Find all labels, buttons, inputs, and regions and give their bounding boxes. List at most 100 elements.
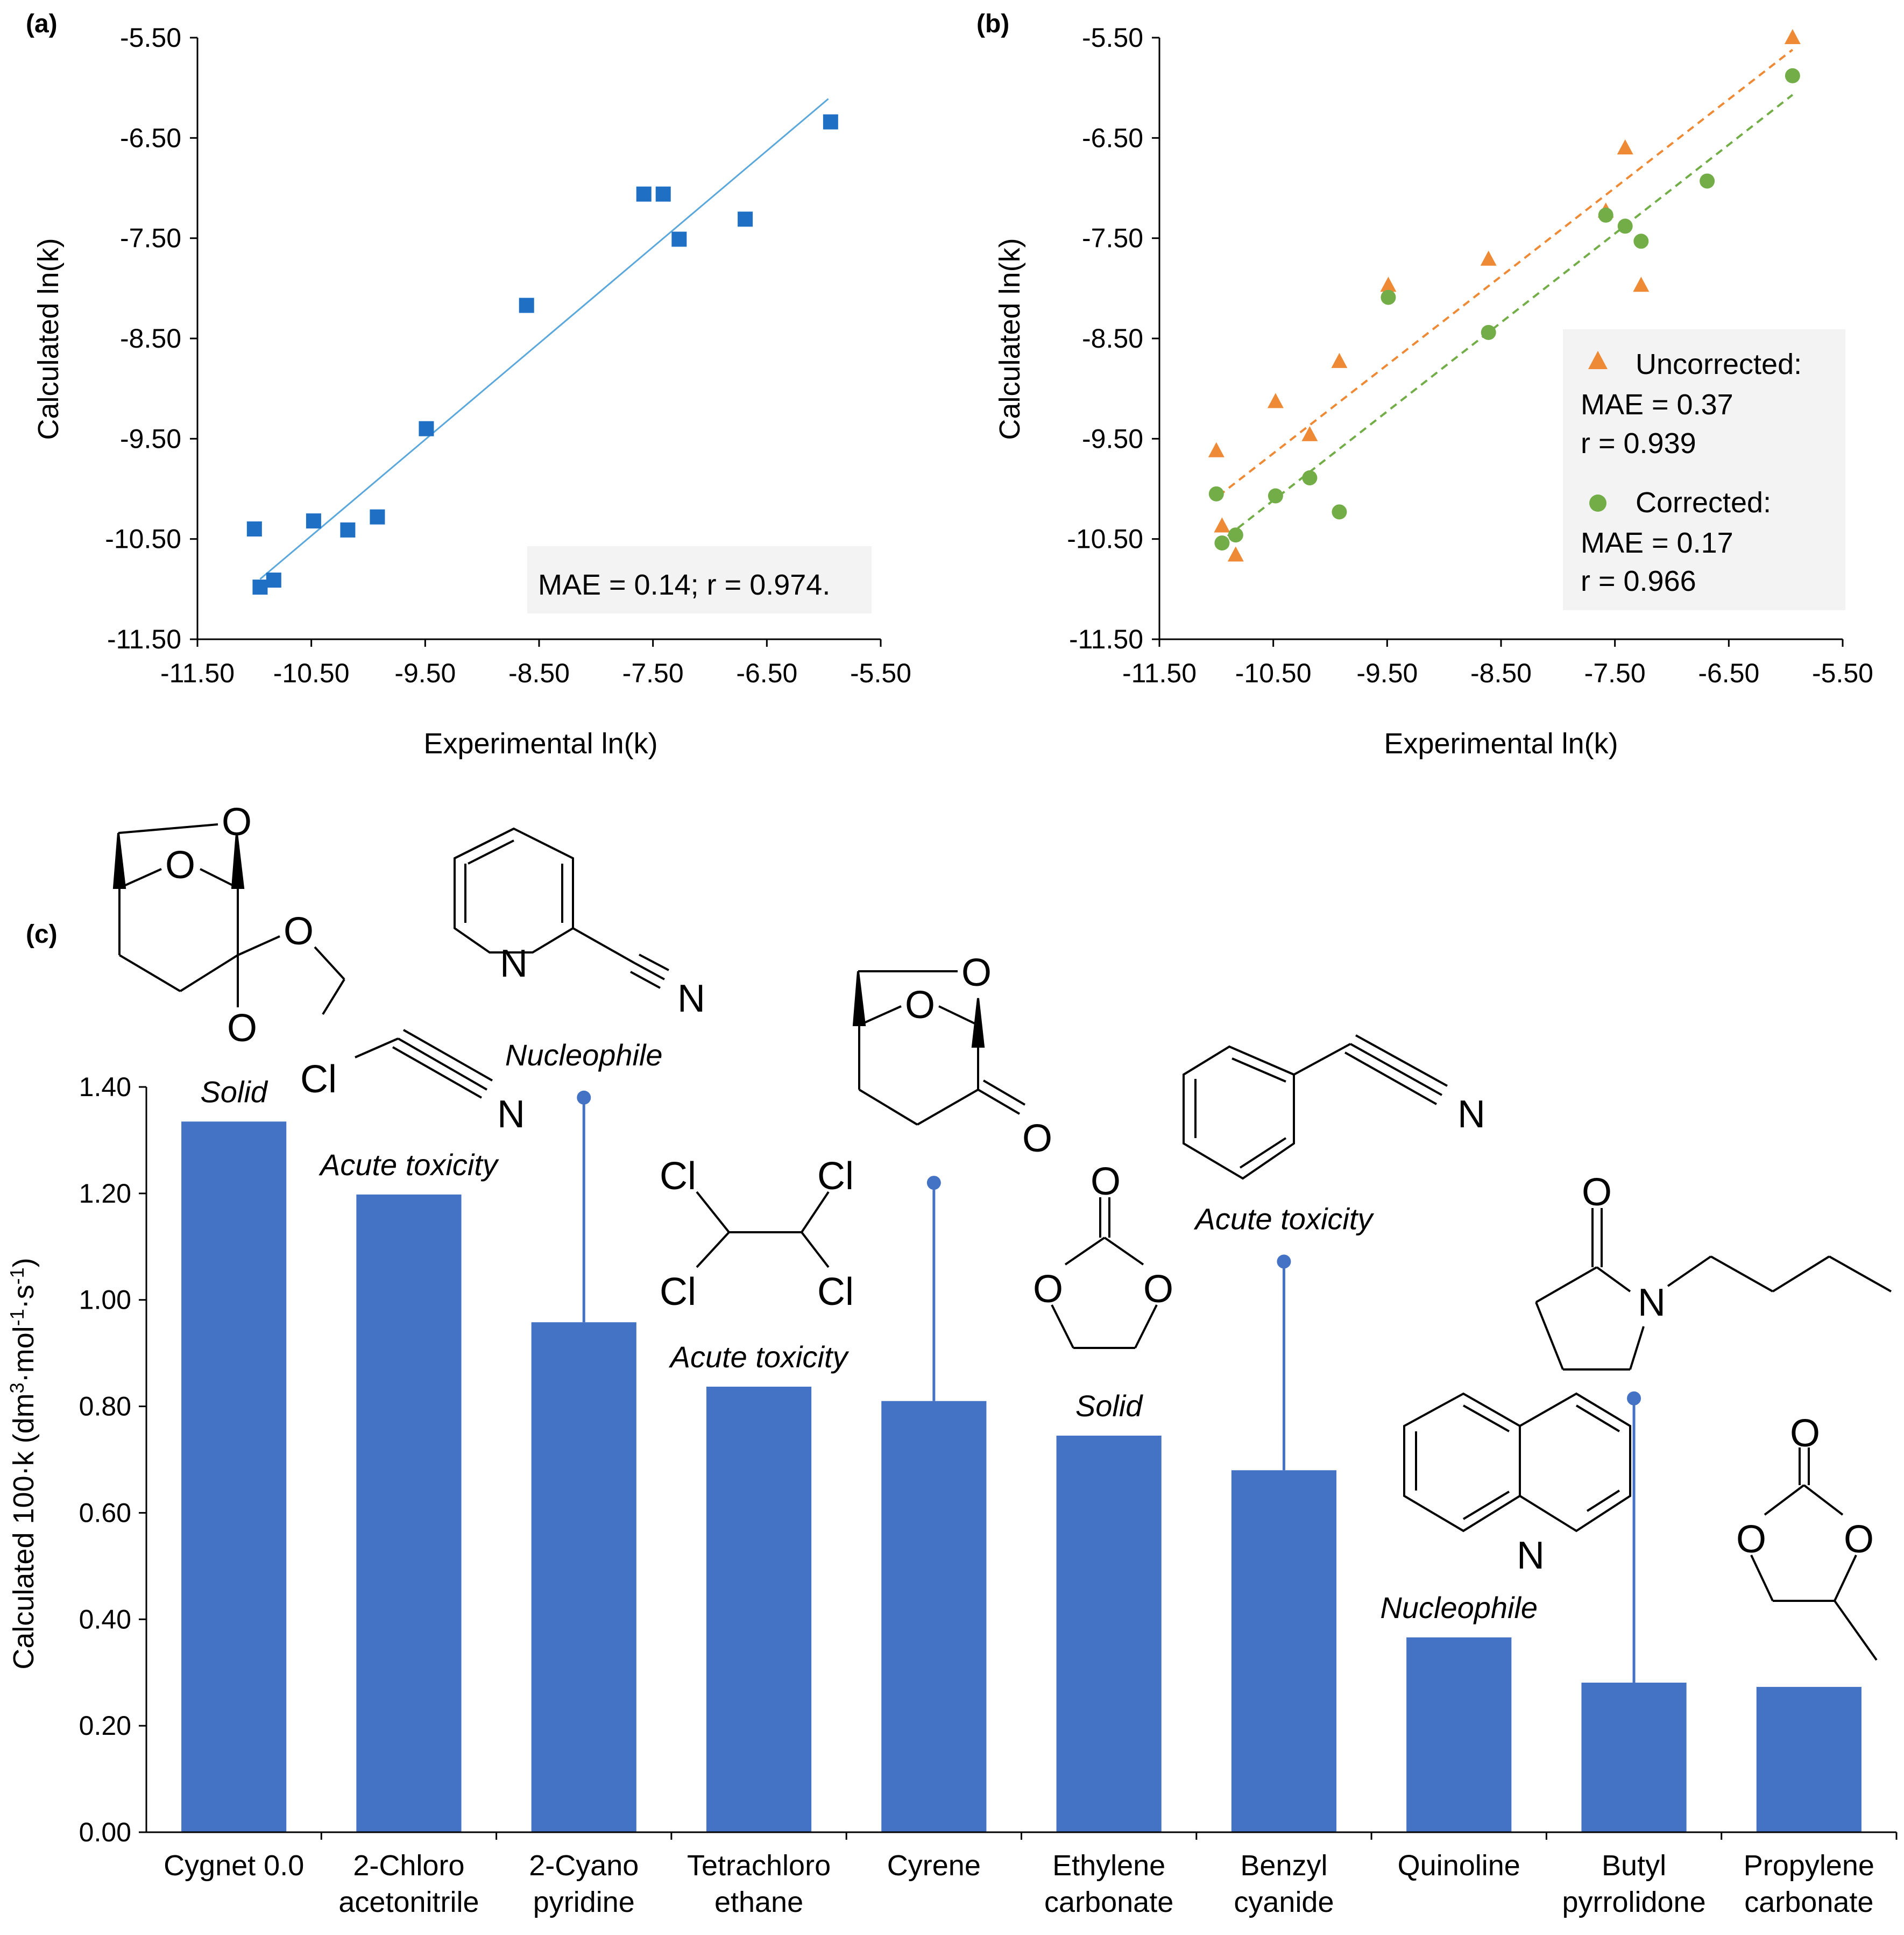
panel-b-point-uncorrected <box>1633 277 1650 292</box>
butyl-pyrrolidone-bond <box>1829 1255 1892 1293</box>
tetrachloroethane-atom: Cl <box>660 1270 696 1313</box>
cygnet-atom: O <box>227 1007 257 1050</box>
cyrene-wedge-1 <box>852 971 866 1026</box>
panel-c-y-label-end: ) <box>8 1258 40 1267</box>
a-y-tick-label: -9.50 <box>120 423 181 454</box>
tetrachloroethane-atom: Cl <box>817 1270 854 1313</box>
a-y-tick-label: -11.50 <box>107 624 181 654</box>
cyanopyridine-bond <box>468 839 514 865</box>
legend-uncorrected-marker <box>1588 351 1608 369</box>
panel-a-point <box>370 509 385 525</box>
quinoline-ring-2 <box>1519 1392 1631 1533</box>
ethylene-carbonate-atom: O <box>1091 1160 1121 1203</box>
panel-b-point-corrected <box>1598 207 1613 223</box>
bar-3 <box>706 1386 812 1832</box>
panel-c-y-label-sup2: -1 <box>6 1309 28 1326</box>
benzyl-cyanide-bond <box>1344 1051 1437 1105</box>
a-y-tick-label: -7.50 <box>120 223 181 253</box>
panel-c-y-label: Calculated 100·k (dm3·mol-1·s-1) <box>6 1258 40 1669</box>
tetrachloroethane-atom: Cl <box>817 1155 854 1198</box>
panel-b-point-uncorrected <box>1227 546 1244 562</box>
b-x-tick-label: -8.50 <box>1470 658 1532 688</box>
benzyl-cyanide-bond <box>1350 1043 1442 1096</box>
category-label-0: Cygnet 0.0 <box>164 1849 304 1882</box>
benzyl-cyanide-bond <box>1231 1057 1286 1083</box>
butyl-pyrrolidone-bond <box>1596 1266 1631 1293</box>
panel-a-point <box>823 114 838 130</box>
cygnet-bond <box>322 978 345 1015</box>
ethylene-carbonate-bond <box>1134 1304 1158 1348</box>
panel-a-x-ticks: -11.50 -10.50 -9.50 -8.50 -7.50 -6.50 -5.50 <box>160 639 911 688</box>
cyrene-atom: O <box>905 984 935 1027</box>
legend-corrected-mae: MAE = 0.17 <box>1581 527 1733 559</box>
note-5: Solid <box>1075 1389 1143 1423</box>
a-x-tick-label: -5.50 <box>850 658 911 688</box>
panel-b-point-corrected <box>1302 470 1318 486</box>
bar-6 <box>1231 1470 1337 1832</box>
cygnet-wedge-1 <box>112 832 126 889</box>
cyrene-bond <box>977 1089 1021 1115</box>
panel-b-point-uncorrected <box>1480 250 1497 266</box>
cygnet-bond <box>118 954 181 992</box>
panel-b-point-corrected <box>1332 504 1347 520</box>
propylene-carbonate-atom: O <box>1736 1518 1766 1561</box>
tetrachloroethane-bond <box>696 1191 730 1233</box>
cyanopyridine-bond <box>630 971 661 989</box>
benzyl-cyanide-ring <box>1183 1045 1295 1180</box>
butyl-pyrrolidone-bond <box>1667 1255 1712 1287</box>
b-y-tick-label: -6.50 <box>1082 123 1143 153</box>
panel-c-y-tick-label: 1.20 <box>79 1178 131 1209</box>
legend-uncorrected-mae: MAE = 0.37 <box>1581 389 1733 421</box>
cyrene-structure: O O O <box>852 951 1052 1160</box>
panel-b-y-ticks: -5.50 -6.50 -7.50 -8.50 -9.50 -10.50 -11.50 <box>1067 23 1159 654</box>
cyrene-bond <box>917 1089 979 1126</box>
a-x-tick-label: -10.50 <box>273 658 350 688</box>
panel-b-point-corrected <box>1617 218 1633 234</box>
panel-a-point <box>636 186 652 202</box>
note-1: Acute toxicity <box>318 1148 499 1182</box>
ethylene-carbonate-atom: O <box>1143 1268 1173 1311</box>
tetrachloroethane-bond <box>801 1191 830 1233</box>
tetrachloroethane-atom: Cl <box>660 1155 696 1198</box>
panel-b-point-uncorrected <box>1214 517 1230 533</box>
category-label-8: Butyl <box>1602 1849 1666 1882</box>
category-label-8-line2: pyrrolidone <box>1562 1886 1705 1918</box>
chloroacetonitrile-bond <box>403 1029 493 1082</box>
panel-a-fit-line <box>259 98 829 580</box>
a-y-tick-label: -6.50 <box>120 123 181 153</box>
panel-a-point <box>252 580 268 595</box>
panel-b-x-label: Experimental ln(k) <box>1384 728 1618 760</box>
category-label-3: Tetrachloro <box>687 1849 831 1882</box>
butyl-pyrrolidone-structure: O N <box>1535 1171 1892 1371</box>
panel-c-y-tick-label: 0.20 <box>79 1711 131 1741</box>
bar-2 <box>531 1322 636 1832</box>
panel-b-point-uncorrected <box>1267 393 1284 408</box>
panel-b-point-corrected <box>1208 486 1224 502</box>
error-cap-6 <box>1277 1254 1291 1269</box>
cyanopyridine-bond <box>639 954 669 971</box>
panel-c-bars <box>181 1121 1861 1832</box>
chloroacetonitrile-bond <box>355 1037 399 1058</box>
a-x-tick-label: -11.50 <box>160 658 235 688</box>
panel-c-bar-chart: (c) 0.00 0.20 0.40 0.60 0.80 1.00 1.20 1.40 Cyg… <box>6 801 1898 1918</box>
b-y-tick-label: -10.50 <box>1067 524 1143 554</box>
cygnet-bond <box>237 935 280 956</box>
category-label-3-line2: ethane <box>714 1886 803 1918</box>
quinoline-bond <box>1462 1491 1510 1520</box>
panel-c-label: (c) <box>26 920 58 949</box>
quinoline-bond <box>1463 1404 1510 1432</box>
panel-b-point-corrected <box>1785 68 1800 83</box>
b-x-tick-label: -10.50 <box>1235 658 1312 688</box>
cygnet-bond <box>179 954 239 992</box>
legend-corrected-title: Corrected: <box>1636 486 1771 519</box>
butyl-pyrrolidone-atom: N <box>1638 1281 1666 1324</box>
panel-c-y-tick-label: 0.00 <box>79 1817 131 1847</box>
cygnet-bond <box>200 868 238 889</box>
bar-8 <box>1581 1683 1687 1832</box>
panel-a-point <box>671 231 687 247</box>
butyl-pyrrolidone-atom: O <box>1582 1171 1612 1214</box>
note-0: Solid <box>200 1075 268 1108</box>
quinoline-ring-1 <box>1403 1392 1521 1533</box>
category-label-1-line2: acetonitrile <box>338 1886 479 1918</box>
